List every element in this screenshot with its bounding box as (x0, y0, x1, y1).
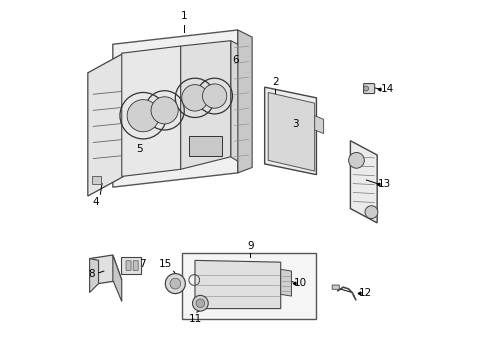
Circle shape (202, 84, 227, 108)
Polygon shape (231, 41, 245, 166)
Polygon shape (315, 116, 323, 134)
Text: 6: 6 (232, 55, 239, 65)
Text: 1: 1 (181, 11, 188, 21)
FancyBboxPatch shape (189, 136, 222, 156)
Polygon shape (122, 46, 181, 176)
Polygon shape (181, 41, 231, 169)
Circle shape (348, 153, 364, 168)
Text: 11: 11 (188, 314, 201, 324)
Text: 15: 15 (159, 259, 172, 269)
Polygon shape (113, 30, 238, 187)
Circle shape (151, 97, 178, 124)
Circle shape (170, 278, 181, 289)
Circle shape (196, 299, 205, 307)
Polygon shape (90, 255, 122, 284)
Text: 2: 2 (272, 77, 279, 87)
Text: 13: 13 (378, 179, 392, 189)
Circle shape (364, 86, 368, 91)
Polygon shape (265, 87, 317, 175)
Polygon shape (350, 141, 377, 223)
Text: 4: 4 (93, 197, 99, 207)
FancyBboxPatch shape (133, 261, 138, 270)
Polygon shape (268, 93, 315, 171)
FancyBboxPatch shape (93, 176, 101, 184)
Polygon shape (281, 269, 292, 296)
Circle shape (365, 206, 378, 219)
FancyBboxPatch shape (126, 261, 131, 270)
Text: 12: 12 (359, 288, 372, 298)
Polygon shape (195, 260, 281, 309)
FancyBboxPatch shape (121, 257, 141, 274)
Text: 10: 10 (294, 278, 307, 288)
Polygon shape (88, 53, 123, 196)
Text: 7: 7 (139, 259, 146, 269)
Polygon shape (90, 258, 98, 293)
FancyBboxPatch shape (332, 285, 339, 289)
FancyBboxPatch shape (364, 84, 375, 94)
Circle shape (127, 100, 159, 132)
Text: 9: 9 (247, 242, 254, 251)
Circle shape (193, 296, 208, 311)
Text: 5: 5 (136, 144, 143, 154)
Polygon shape (113, 255, 122, 301)
Text: 14: 14 (381, 84, 394, 94)
Circle shape (165, 274, 185, 294)
Circle shape (182, 85, 208, 111)
FancyBboxPatch shape (182, 253, 317, 319)
Polygon shape (238, 30, 252, 173)
Text: 3: 3 (292, 118, 298, 129)
Text: 8: 8 (88, 269, 95, 279)
